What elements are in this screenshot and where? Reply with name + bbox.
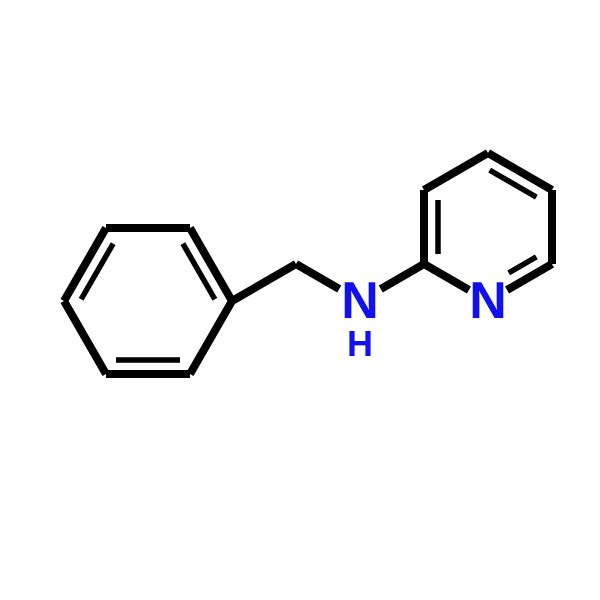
atom-label-n: N (341, 272, 379, 330)
atom-label-n: N (469, 272, 507, 330)
molecule-diagram: NHN (0, 0, 600, 600)
bonds-layer (64, 153, 552, 374)
atom-sublabel-h: H (347, 323, 373, 364)
atoms-layer: NHN (341, 272, 507, 364)
